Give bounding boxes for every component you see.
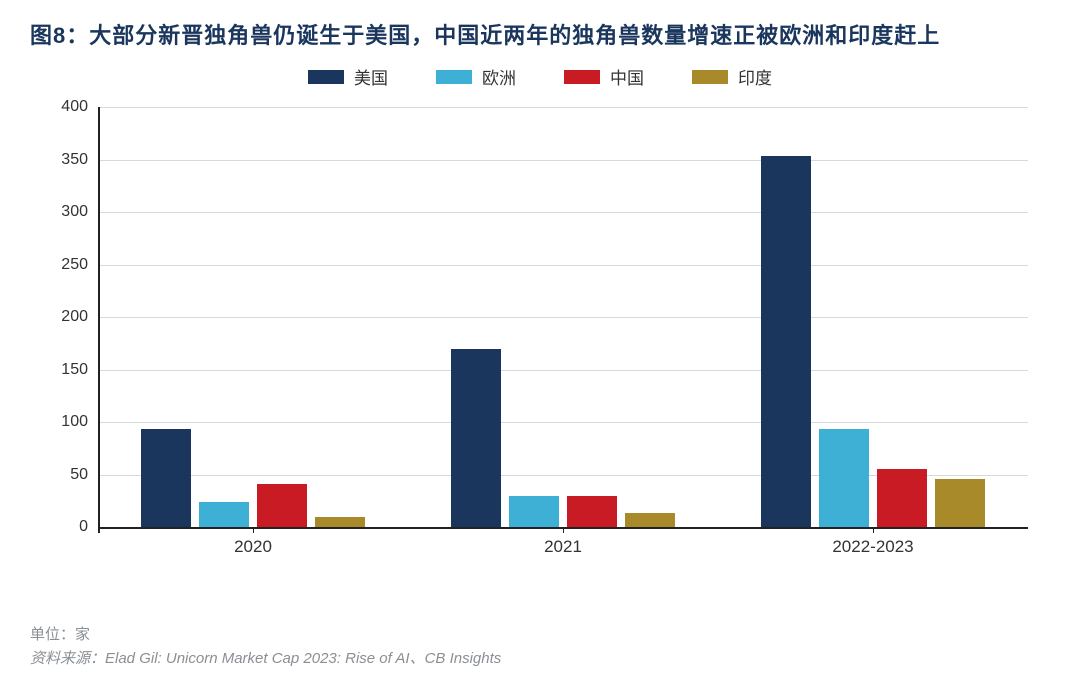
bar xyxy=(625,513,675,527)
gridline xyxy=(98,265,1028,266)
y-axis-label: 0 xyxy=(44,518,88,536)
bar xyxy=(935,479,985,527)
chart-footer: 单位：家 资料来源：Elad Gil: Unicorn Market Cap 2… xyxy=(30,623,501,671)
gridline xyxy=(98,422,1028,423)
gridline xyxy=(98,317,1028,318)
figure-container: 图8：大部分新晋独角兽仍诞生于美国，中国近两年的独角兽数量增速正被欧洲和印度赶上… xyxy=(0,0,1080,689)
legend-item: 中国 xyxy=(564,64,644,89)
x-tick xyxy=(873,527,874,533)
x-tick xyxy=(98,527,99,533)
y-axis-label: 150 xyxy=(44,361,88,379)
x-axis-label: 2020 xyxy=(234,537,272,557)
x-tick xyxy=(253,527,254,533)
bar xyxy=(819,429,869,527)
bar xyxy=(451,349,501,528)
y-axis-label: 400 xyxy=(44,98,88,116)
y-axis-label: 300 xyxy=(44,203,88,221)
legend-item: 印度 xyxy=(692,64,772,89)
legend-label: 美国 xyxy=(354,64,388,89)
legend-swatch xyxy=(692,70,728,84)
gridline xyxy=(98,160,1028,161)
chart-area: 0 50 100 150 200 250 300 350 400 2020 2021 2022-202… xyxy=(40,95,1040,575)
source-label: 资料来源：Elad Gil: Unicorn Market Cap 2023: … xyxy=(30,647,501,671)
y-axis-label: 100 xyxy=(44,413,88,431)
legend-item: 欧洲 xyxy=(436,64,516,89)
legend-swatch xyxy=(308,70,344,84)
x-axis-label: 2022-2023 xyxy=(832,537,913,557)
bar xyxy=(199,502,249,527)
legend-label: 印度 xyxy=(738,64,772,89)
y-axis-label: 200 xyxy=(44,308,88,326)
bar xyxy=(315,517,365,528)
legend-item: 美国 xyxy=(308,64,388,89)
bar xyxy=(567,496,617,528)
gridline xyxy=(98,212,1028,213)
chart-title: 图8：大部分新晋独角兽仍诞生于美国，中国近两年的独角兽数量增速正被欧洲和印度赶上 xyxy=(30,18,1050,50)
legend-swatch xyxy=(564,70,600,84)
y-axis-label: 250 xyxy=(44,256,88,274)
y-axis-label: 350 xyxy=(44,151,88,169)
bar xyxy=(761,156,811,527)
bar xyxy=(141,429,191,527)
gridline xyxy=(98,107,1028,108)
bar xyxy=(877,469,927,527)
y-axis xyxy=(98,107,100,533)
gridline xyxy=(98,370,1028,371)
bar xyxy=(257,484,307,527)
legend-swatch xyxy=(436,70,472,84)
legend-label: 中国 xyxy=(610,64,644,89)
plot-area: 050100150200250300350400202020212022-202… xyxy=(98,107,1028,527)
unit-label: 单位：家 xyxy=(30,623,501,647)
y-axis-label: 50 xyxy=(44,466,88,484)
bar xyxy=(509,496,559,528)
x-axis-label: 2021 xyxy=(544,537,582,557)
legend-label: 欧洲 xyxy=(482,64,516,89)
legend: 美国 欧洲 中国 印度 xyxy=(30,64,1050,89)
x-tick xyxy=(563,527,564,533)
